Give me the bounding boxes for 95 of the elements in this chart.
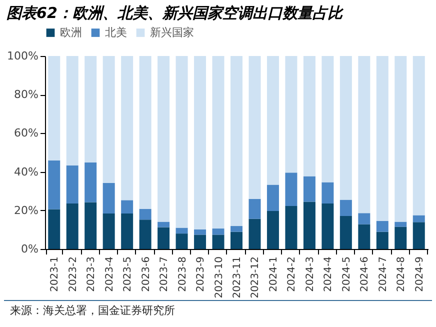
bar — [48, 209, 60, 249]
legend-label: 欧洲 — [60, 26, 82, 39]
x-tick-label: 2023-10 — [214, 256, 225, 298]
x-tick-label: 2024-7 — [378, 256, 389, 292]
bar — [412, 222, 425, 249]
y-tick-label: 80% — [14, 88, 38, 102]
bar — [66, 56, 78, 166]
y-tick-label: 0% — [21, 242, 38, 256]
x-tick-label: 2023-2 — [68, 256, 79, 292]
x-tick-label: 2023-9 — [196, 256, 207, 292]
bar — [358, 56, 370, 214]
bar — [121, 56, 134, 200]
bar — [102, 56, 115, 183]
bar — [266, 210, 279, 249]
bar — [84, 162, 97, 202]
bar — [194, 234, 206, 249]
bar — [376, 232, 388, 249]
bar — [176, 56, 188, 228]
bar — [158, 56, 170, 222]
bar — [230, 56, 242, 226]
bar — [358, 213, 370, 224]
bar — [176, 228, 188, 234]
x-tick-label: 2023-11 — [232, 256, 243, 298]
x-tick-label: 2023-3 — [86, 256, 98, 292]
chart-title: 图表62：欧洲、北美、新兴国家空调出口数量占比 — [6, 4, 344, 22]
bar — [394, 56, 407, 222]
legend-label: 北美 — [105, 26, 127, 39]
bar — [322, 203, 334, 249]
y-tick-label: 40% — [14, 165, 38, 178]
x-tick-label: 2024-9 — [414, 256, 426, 292]
bar — [266, 56, 279, 185]
bar — [139, 208, 152, 220]
x-tick-label: 2024-5 — [341, 256, 352, 292]
x-tick-label: 2024-6 — [360, 256, 371, 292]
bar — [48, 160, 60, 210]
bar — [84, 202, 97, 249]
y-tick-label: 20% — [14, 204, 38, 217]
bar — [248, 218, 261, 249]
bar — [139, 56, 152, 209]
x-tick-label: 2023-12 — [250, 256, 262, 298]
bar — [322, 182, 334, 204]
bar — [303, 202, 316, 249]
bar — [102, 213, 115, 249]
x-tick-label: 2024-3 — [304, 256, 316, 292]
bar — [303, 176, 316, 202]
bar — [376, 56, 388, 222]
x-tick-label: 2023-6 — [140, 256, 152, 292]
bar — [212, 234, 224, 249]
bar — [412, 215, 425, 222]
bar — [66, 165, 78, 204]
x-tick-label: 2024-1 — [268, 256, 280, 292]
bar — [139, 220, 152, 249]
x-tick-label: 2024-4 — [323, 256, 334, 292]
bar — [230, 232, 242, 249]
bar — [248, 56, 261, 199]
bar — [121, 200, 134, 214]
bar — [158, 222, 170, 228]
x-tick-label: 2024-2 — [286, 256, 298, 292]
bar — [158, 227, 170, 249]
bar — [303, 56, 316, 176]
bar — [376, 221, 388, 232]
bar — [285, 206, 298, 249]
x-tick-label: 2024-8 — [396, 256, 408, 292]
bar — [121, 213, 134, 249]
bar — [340, 216, 352, 249]
bar — [266, 184, 279, 211]
bar — [248, 198, 261, 219]
bar — [394, 226, 407, 249]
x-tick-label: 2023-4 — [104, 256, 116, 292]
bar — [285, 172, 298, 206]
bar — [412, 56, 425, 216]
bar — [102, 182, 115, 214]
bar — [66, 203, 78, 249]
source-note: 来源：海关总署，国金证券研究所 — [4, 300, 432, 320]
bar — [340, 56, 352, 200]
bar — [230, 226, 242, 232]
bar — [212, 228, 224, 235]
bar — [194, 229, 206, 235]
x-tick-label: 2023-7 — [159, 256, 170, 292]
bar — [48, 56, 60, 160]
bar — [212, 56, 224, 229]
y-tick-label: 100% — [7, 50, 38, 62]
bar — [322, 56, 334, 182]
bar — [358, 224, 370, 249]
x-tick-label: 2023-1 — [50, 256, 61, 292]
legend-label: 新兴国家 — [150, 26, 194, 39]
bar — [394, 222, 407, 227]
bar — [84, 56, 97, 163]
bar — [194, 56, 206, 230]
bar — [285, 56, 298, 173]
bar — [176, 234, 188, 249]
x-tick-label: 2023-5 — [122, 256, 134, 292]
x-tick-label: 2023-8 — [177, 256, 188, 292]
y-tick-label: 60% — [14, 126, 38, 140]
bar — [340, 200, 352, 216]
